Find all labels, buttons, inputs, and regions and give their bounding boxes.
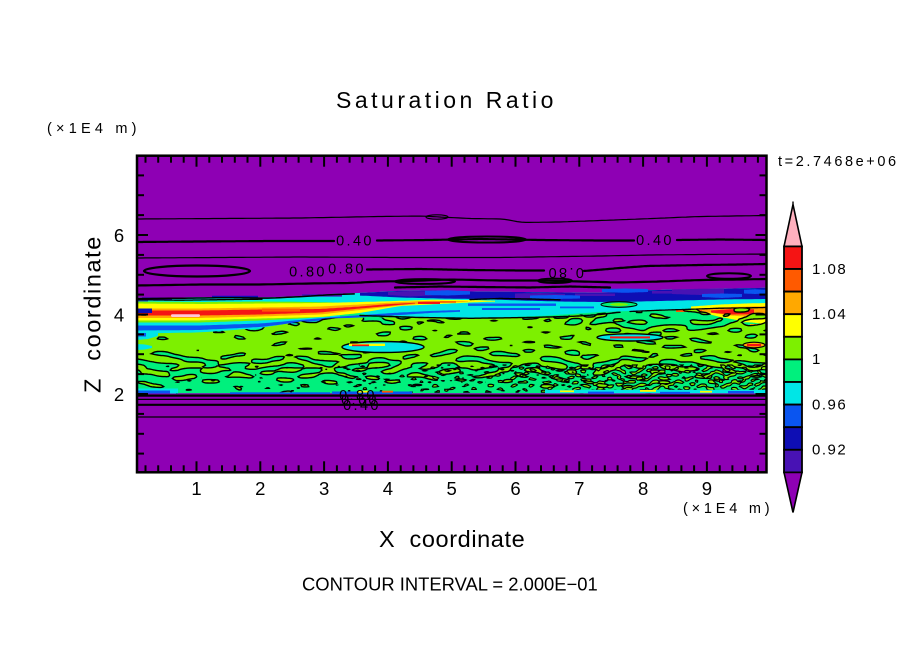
svg-text:0.40: 0.40 — [343, 398, 381, 414]
svg-text:t=2.7468e+06: t=2.7468e+06 — [778, 154, 899, 170]
svg-text:0.92: 0.92 — [812, 442, 847, 459]
svg-text:2: 2 — [114, 384, 124, 405]
svg-text:(×1E4 m): (×1E4 m) — [683, 501, 773, 517]
svg-text:0.40: 0.40 — [336, 234, 374, 250]
svg-text:0.80: 0.80 — [546, 264, 584, 280]
svg-text:5: 5 — [447, 478, 457, 499]
svg-text:4: 4 — [114, 304, 124, 325]
svg-text:CONTOUR INTERVAL = 2.000E−01: CONTOUR INTERVAL = 2.000E−01 — [302, 574, 598, 595]
svg-text:3: 3 — [319, 478, 329, 499]
svg-text:0.80: 0.80 — [339, 388, 377, 404]
svg-text:Z coordinate: Z coordinate — [80, 235, 106, 393]
svg-text:2: 2 — [255, 478, 265, 499]
svg-text:1: 1 — [191, 478, 201, 499]
svg-text:4: 4 — [383, 478, 393, 499]
svg-text:0.60: 0.60 — [341, 392, 379, 408]
svg-text:1.04: 1.04 — [812, 306, 847, 323]
svg-text:0.96: 0.96 — [812, 396, 847, 413]
svg-text:0.80: 0.80 — [328, 262, 366, 278]
svg-text:6: 6 — [510, 478, 520, 499]
svg-text:9: 9 — [702, 478, 712, 499]
svg-text:1.08: 1.08 — [812, 261, 847, 278]
svg-text:0.40: 0.40 — [636, 233, 674, 249]
svg-text:7: 7 — [574, 478, 584, 499]
svg-text:(×1E4 m): (×1E4 m) — [47, 121, 141, 137]
svg-text:1: 1 — [812, 351, 822, 368]
svg-text:6: 6 — [114, 225, 124, 246]
svg-text:0.80: 0.80 — [289, 265, 327, 281]
svg-text:8: 8 — [638, 478, 648, 499]
svg-text:X coordinate: X coordinate — [379, 526, 525, 552]
svg-text:Saturation Ratio: Saturation Ratio — [336, 87, 557, 113]
